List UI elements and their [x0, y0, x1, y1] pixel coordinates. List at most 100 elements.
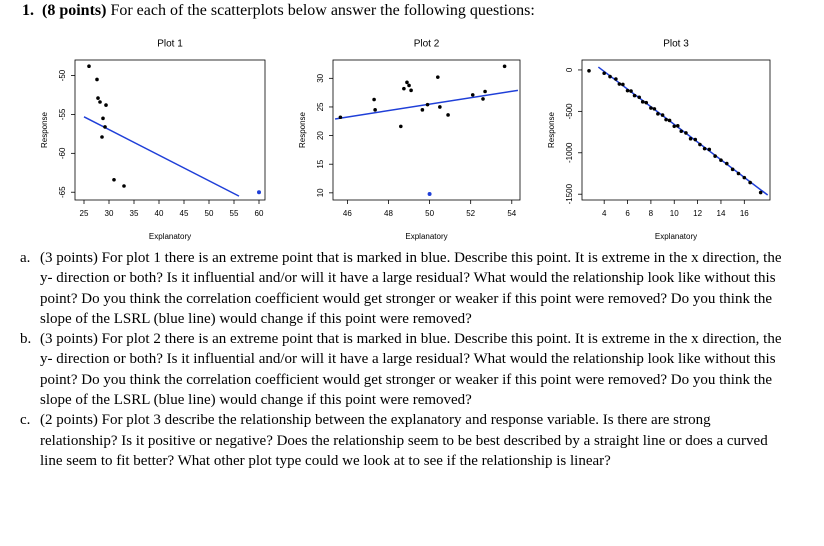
data-point — [724, 161, 729, 166]
highlighted-point — [427, 191, 432, 196]
data-point — [652, 107, 657, 111]
plot-title: Plot 3 — [663, 39, 689, 50]
data-point — [481, 97, 485, 101]
y-tick-label: -60 — [58, 147, 67, 159]
x-tick-label: 48 — [384, 209, 393, 218]
x-tick-label: 6 — [625, 209, 630, 218]
data-point — [713, 154, 717, 158]
x-tick-label: 16 — [740, 209, 749, 218]
data-point — [742, 175, 747, 180]
data-point — [502, 64, 507, 69]
sub-question: c. (2 points) For plot 3 describe the rel… — [0, 410, 824, 471]
x-tick-label: 55 — [230, 209, 239, 218]
data-point — [684, 131, 688, 135]
data-point — [660, 113, 665, 117]
x-tick-label: 25 — [80, 209, 89, 218]
y-tick-label: 10 — [316, 188, 325, 197]
data-point — [104, 103, 108, 107]
data-point — [672, 124, 677, 129]
data-point — [748, 180, 752, 185]
y-tick-label: -1000 — [565, 142, 574, 163]
data-point — [409, 88, 413, 93]
y-axis-label: Response — [547, 111, 556, 148]
x-tick-label: 40 — [155, 209, 164, 218]
x-tick-label: 8 — [649, 209, 654, 218]
data-point — [675, 124, 680, 128]
data-point — [719, 158, 723, 163]
data-point — [100, 135, 104, 139]
y-tick-label: -50 — [58, 69, 67, 81]
data-point — [87, 64, 91, 69]
data-point — [644, 100, 649, 105]
y-tick-label: 30 — [316, 73, 325, 82]
data-point — [688, 136, 693, 141]
data-point — [664, 117, 668, 122]
plot-frame — [74, 59, 266, 201]
data-point — [702, 146, 707, 151]
sub-questions: a. (3 points) For plot 1 there is an extr… — [0, 248, 824, 471]
x-tick-label: 52 — [466, 209, 475, 218]
data-point — [614, 77, 618, 81]
data-point — [707, 147, 712, 152]
highlighted-point — [257, 190, 261, 195]
y-tick-label: -500 — [565, 103, 574, 120]
data-point — [112, 177, 116, 182]
data-point — [621, 82, 625, 87]
data-point — [96, 96, 100, 100]
x-tick-label: 46 — [343, 209, 352, 218]
item-label: b. — [20, 331, 32, 348]
data-point — [399, 124, 403, 129]
data-point — [656, 112, 660, 116]
question-points: (8 points) — [42, 2, 107, 19]
data-point — [436, 75, 440, 79]
x-tick-label: 12 — [693, 209, 702, 218]
item-label: a. — [20, 250, 31, 266]
data-point — [101, 116, 105, 121]
data-point — [625, 88, 630, 93]
data-point — [679, 129, 684, 134]
plot-frame — [581, 59, 771, 201]
data-point — [637, 95, 642, 100]
data-point — [95, 77, 99, 82]
x-tick-label: 50 — [205, 209, 214, 218]
data-point — [730, 167, 735, 172]
data-point — [98, 100, 102, 104]
data-point — [698, 142, 702, 147]
plot-frame — [332, 59, 521, 201]
data-point — [103, 125, 107, 129]
data-point — [483, 89, 487, 94]
data-point — [122, 184, 126, 188]
data-point — [438, 105, 442, 109]
data-point — [617, 82, 622, 86]
data-point — [602, 71, 606, 76]
item-label: c. — [20, 412, 31, 429]
y-axis-label: Response — [40, 111, 49, 148]
plot-title: Plot 1 — [157, 39, 183, 50]
y-tick-label: -1500 — [565, 183, 574, 204]
sub-question: a. (3 points) For plot 1 there is an extr… — [0, 248, 824, 329]
data-point — [608, 74, 612, 79]
x-tick-label: 50 — [425, 209, 434, 218]
y-tick-label: 0 — [565, 67, 574, 72]
x-tick-label: 10 — [670, 209, 679, 218]
data-point — [425, 102, 430, 107]
data-point — [446, 113, 450, 117]
data-point — [736, 171, 741, 176]
data-point — [693, 137, 698, 142]
sub-question: b. (3 points) For plot 2 there is an extr… — [0, 329, 824, 410]
data-point — [667, 118, 672, 123]
y-axis-label: Response — [298, 111, 307, 148]
data-point — [338, 115, 343, 120]
item-text: (2 points) For plot 3 describe the relat… — [40, 412, 768, 469]
y-tick-label: 15 — [316, 159, 325, 168]
item-text: (3 points) For plot 1 there is an extrem… — [40, 250, 782, 327]
data-point — [640, 100, 645, 104]
x-tick-label: 14 — [717, 209, 726, 218]
x-axis-label: Explanatory — [149, 232, 191, 241]
x-tick-label: 35 — [130, 209, 139, 218]
question-text: For each of the scatterplots below answe… — [110, 2, 535, 19]
x-axis-label: Explanatory — [405, 232, 447, 241]
x-tick-label: 4 — [602, 209, 607, 218]
